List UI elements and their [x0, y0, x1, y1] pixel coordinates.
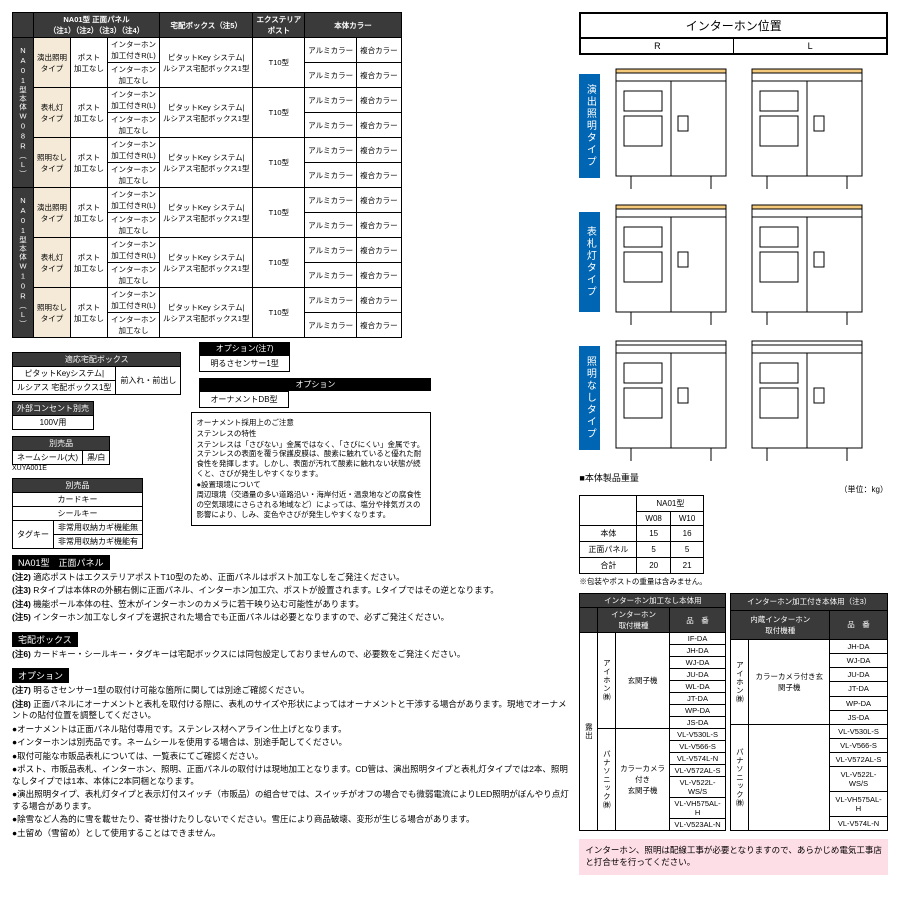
caution-box: オーナメント採用上のご注意 ステンレスの特性 ステンレスは「さびない」金属ではな…: [191, 412, 431, 526]
option-header: オプション(注7): [199, 342, 289, 355]
option-header: オプション: [199, 378, 431, 391]
type-row: 照明なしタイプ: [579, 333, 888, 463]
bullet-item: ●演出照明タイプ、表札灯タイプと表示灯付スイッチ（市販品）の組合せでは、スイッチ…: [12, 789, 569, 812]
note-item: (注8) 正面パネルにオーナメントと表札を取付ける際に、表札のサイズや形状によっ…: [12, 699, 569, 722]
bullet-item: ●除雪など人為的に雪を載せたり、寄せ掛けたりしないでください。雪圧により商品破壊…: [12, 814, 569, 825]
bullet-item: ●オーナメントは正面パネル貼付専用です。ステンレス材ヘアライン仕上げとなります。: [12, 724, 569, 735]
door-r: [606, 61, 736, 191]
bullet-item: ●ポスト、市販品表札、インターホン、照明、正面パネルの取付けは現地加工となります…: [12, 764, 569, 787]
door-r: [606, 333, 736, 463]
type-row: 表札灯タイプ: [579, 197, 888, 327]
door-r: [606, 197, 736, 327]
note-item: (注2) 適応ポストはエクステリアポストT10型のため、正面パネルはポスト加工な…: [12, 572, 569, 583]
section-title: 宅配ボックス: [12, 632, 78, 647]
weight-note: ※包装やポストの重量は含みません。: [579, 576, 888, 587]
type-label: 表札灯タイプ: [579, 212, 600, 312]
intercom-col-r: R: [581, 39, 734, 53]
door-l: [742, 333, 872, 463]
door-l: [742, 61, 872, 191]
intercom-title: インターホン位置: [579, 12, 888, 39]
note-item: (注5) インターホン加工なしタイプを選択された場合でも正面パネルは必要となりま…: [12, 612, 569, 623]
intercom-col-l: L: [734, 39, 886, 53]
note-item: (注4) 機能ポール本体の柱、笠木がインターホンのカメラに若干映り込む可能性があ…: [12, 599, 569, 610]
weight-unit: （単位：kg）: [579, 484, 888, 495]
option-value: 明るさセンサー1型: [199, 355, 289, 372]
type-row: 演出照明タイプ: [579, 61, 888, 191]
type-label: 照明なしタイプ: [579, 346, 600, 450]
section-title: オプション: [12, 668, 69, 683]
note-item: (注3) Rタイプは本体Rの外観右側に正面パネル、インターホン加工穴、ポストが設…: [12, 585, 569, 596]
note-item: (注7) 明るさセンサー1型の取付け可能な箇所に関しては別途ご確認ください。: [12, 685, 569, 696]
bullet-item: ●土留め（雪留め）として使用することはできません。: [12, 828, 569, 839]
section-title: NA01型 正面パネル: [12, 555, 110, 570]
weight-title: ■本体製品重量: [579, 471, 888, 484]
type-label: 演出照明タイプ: [579, 74, 600, 178]
door-l: [742, 197, 872, 327]
bullet-item: ●インターホンは別売品です。ネームシールを使用する場合は、別途手配してください。: [12, 737, 569, 748]
option-value: オーナメントDB型: [199, 391, 288, 408]
note-item: (注6) カードキー・シールキー・タグキーは宅配ボックスには同包設定しておりませ…: [12, 649, 569, 660]
pink-note: インターホン、照明は配線工事が必要となりますので、あらかじめ電気工事店と打合せを…: [579, 839, 888, 875]
bullet-item: ●取付可能な市販品表札については、一覧表にてご確認ください。: [12, 751, 569, 762]
